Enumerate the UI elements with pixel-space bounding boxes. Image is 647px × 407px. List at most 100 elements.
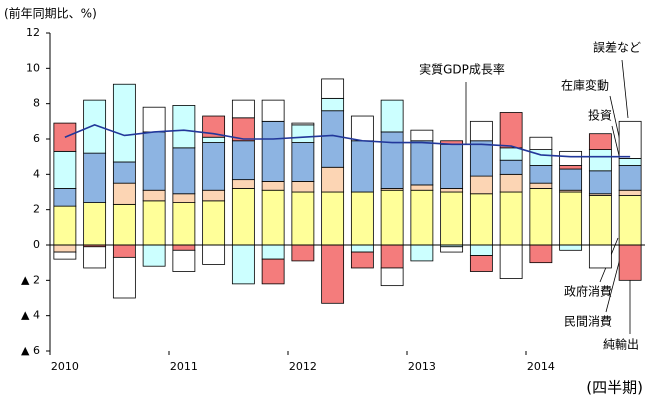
bar-segment xyxy=(172,249,196,272)
y-tick-label: 4 xyxy=(33,167,40,180)
bar-segment xyxy=(83,99,107,154)
bar-segment xyxy=(53,244,77,253)
bar-segment xyxy=(380,131,404,189)
bar-segment xyxy=(231,188,255,246)
bar-segment xyxy=(321,78,345,99)
bar-segment xyxy=(588,133,612,150)
y-tick-label: ▲ 4 xyxy=(21,309,40,322)
bar-segment xyxy=(291,244,315,262)
bar-segment xyxy=(350,244,374,253)
bar-segment xyxy=(261,258,285,285)
annotation: 投資 xyxy=(588,108,612,123)
bar-segment xyxy=(410,140,434,186)
bar-segment xyxy=(618,244,642,281)
bar-segment xyxy=(469,120,493,142)
bar-segment xyxy=(618,165,642,191)
bar-segment xyxy=(469,175,493,195)
bar-segment xyxy=(261,99,285,122)
bar-segment xyxy=(559,165,583,170)
bar-segment xyxy=(469,244,493,256)
bar-segment xyxy=(499,112,523,149)
bar-segment xyxy=(231,179,255,189)
y-axis-label: (前年同期比、%) xyxy=(4,6,97,21)
bar-segment xyxy=(410,129,434,142)
bar-segment xyxy=(142,200,166,246)
bar-segment xyxy=(350,191,374,246)
bar-segment xyxy=(112,161,136,184)
bar-segment xyxy=(350,140,374,193)
bar-segment xyxy=(380,267,404,287)
bar-segment xyxy=(469,140,493,177)
bar-segment xyxy=(559,191,583,246)
bar-segment xyxy=(142,189,166,202)
x-tick-label: 2014 xyxy=(527,360,555,373)
bar-segment xyxy=(142,244,166,267)
bar-segment xyxy=(112,244,136,258)
bar-segment xyxy=(440,188,464,193)
bar-segment xyxy=(231,140,255,181)
bar-segment xyxy=(83,152,107,203)
bar-segment xyxy=(588,244,612,269)
bar-segment xyxy=(440,191,464,246)
bar-segment xyxy=(261,189,285,246)
bar-segment xyxy=(172,193,196,203)
y-tick-label: 8 xyxy=(33,97,40,110)
x-tick-label: 2013 xyxy=(408,360,436,373)
bar-segment xyxy=(202,200,226,246)
bar-segment xyxy=(321,110,345,168)
bar-segment xyxy=(142,131,166,191)
bar-segment xyxy=(83,202,107,246)
bar-segment xyxy=(499,244,523,279)
y-tick-label: 0 xyxy=(33,238,40,251)
y-tick-label: ▲ 2 xyxy=(21,273,40,286)
bar-segment xyxy=(112,83,136,163)
bar-segment xyxy=(202,189,226,202)
bar-segment xyxy=(112,182,136,205)
bar-segment xyxy=(112,203,136,246)
bar-segment xyxy=(380,189,404,246)
bar-segment xyxy=(410,189,434,246)
x-tick-label: 2010 xyxy=(51,360,79,373)
bar-segment xyxy=(83,246,107,269)
bar-segment xyxy=(53,205,77,246)
bar-segment xyxy=(559,150,583,166)
annotation: 政府消費 xyxy=(564,284,612,299)
bar-segment xyxy=(559,244,583,251)
annotation: 民間消費 xyxy=(564,314,612,329)
bar-segment xyxy=(291,191,315,246)
bar-segment xyxy=(53,150,77,189)
bar-segment xyxy=(142,106,166,133)
bar-segment xyxy=(291,180,315,193)
gdp-line xyxy=(64,124,631,158)
bar-segment xyxy=(499,191,523,246)
bar-segment xyxy=(529,244,553,264)
bar-segment xyxy=(291,124,315,143)
bar-segment xyxy=(469,255,493,272)
bar-segment xyxy=(499,159,523,175)
bar-segment xyxy=(618,195,642,246)
bar-segment xyxy=(499,147,523,161)
bar-segment xyxy=(231,99,255,119)
bar-segment xyxy=(53,188,77,207)
y-tick-label: 10 xyxy=(26,61,40,74)
y-tick-label: ▲ 6 xyxy=(21,344,40,357)
bar-segment xyxy=(321,244,345,304)
bar-segment xyxy=(529,188,553,246)
bar-segment xyxy=(202,136,226,143)
bar-segment xyxy=(529,182,553,189)
annotation: 純輸出 xyxy=(603,337,639,352)
bar-segment xyxy=(499,173,523,193)
bar-segment xyxy=(529,165,553,184)
annotation: 誤差など xyxy=(593,40,641,55)
bar-segment xyxy=(202,142,226,191)
x-tick-label: 2012 xyxy=(289,360,317,373)
bar-segment xyxy=(291,142,315,182)
bar-segment xyxy=(231,244,255,285)
x-axis-label: (四半期) xyxy=(586,379,643,397)
bar-segment xyxy=(588,149,612,172)
bar-segment xyxy=(261,244,285,260)
bar-segment xyxy=(350,251,374,269)
bar-segment xyxy=(559,168,583,191)
bar-segment xyxy=(261,180,285,191)
